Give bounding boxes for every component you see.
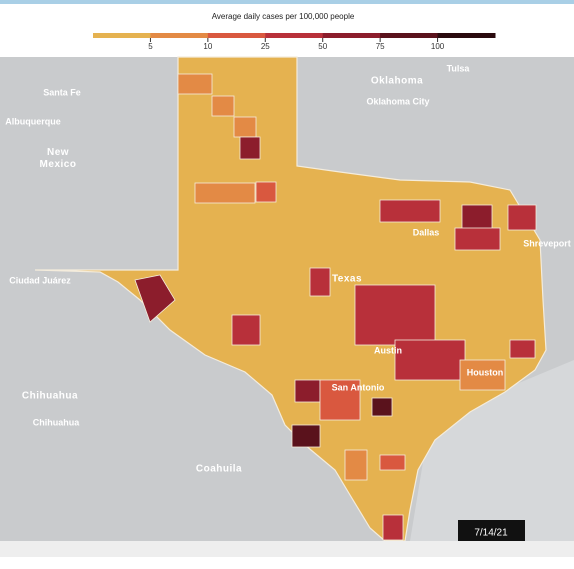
legend-swatch [322,33,381,38]
legend-swatch [150,33,209,38]
place-label: Oklahoma [371,76,423,87]
legend-swatch [437,33,496,38]
place-label: Coahuila [196,464,242,475]
legend-tick-label: 100 [431,42,445,51]
place-label: Houston [467,367,504,377]
place-label: Shreveport [523,238,571,248]
bottom-bar [0,541,574,557]
place-label: Chihuahua [33,417,80,427]
place-label: New Mexico [40,147,77,170]
place-label: Austin [374,345,402,355]
legend-title: Average daily cases per 100,000 people [212,12,355,21]
place-label: Santa Fe [43,87,81,97]
legend-tick-label: 5 [148,42,153,51]
place-label: Oklahoma City [366,96,429,106]
top-strip [0,0,574,4]
legend-swatch [380,33,439,38]
legend-swatch [207,33,266,38]
place-label: Dallas [413,227,440,237]
legend-swatch [93,33,151,38]
date-label: 7/14/21 [474,528,508,539]
place-label: Texas [332,274,362,285]
legend-tick-label: 75 [376,42,385,51]
place-labels: Oklahoma Tulsa Oklahoma City Santa Fe Al… [5,63,571,474]
place-label: San Antonio [332,382,385,392]
place-label: Chihuahua [22,391,78,402]
county-patches [134,73,537,541]
place-label: Tulsa [447,63,471,73]
legend-tick-label: 25 [261,42,270,51]
legend-tick-label: 10 [203,42,212,51]
place-label: Albuquerque [5,116,61,126]
legend-tick-label: 50 [318,42,327,51]
legend-swatch [265,33,324,38]
gulf-water [410,360,574,541]
date-box [458,520,525,545]
legend: 5 10 25 50 75 100 [93,33,496,51]
place-label: Ciudad Juárez [9,275,71,285]
